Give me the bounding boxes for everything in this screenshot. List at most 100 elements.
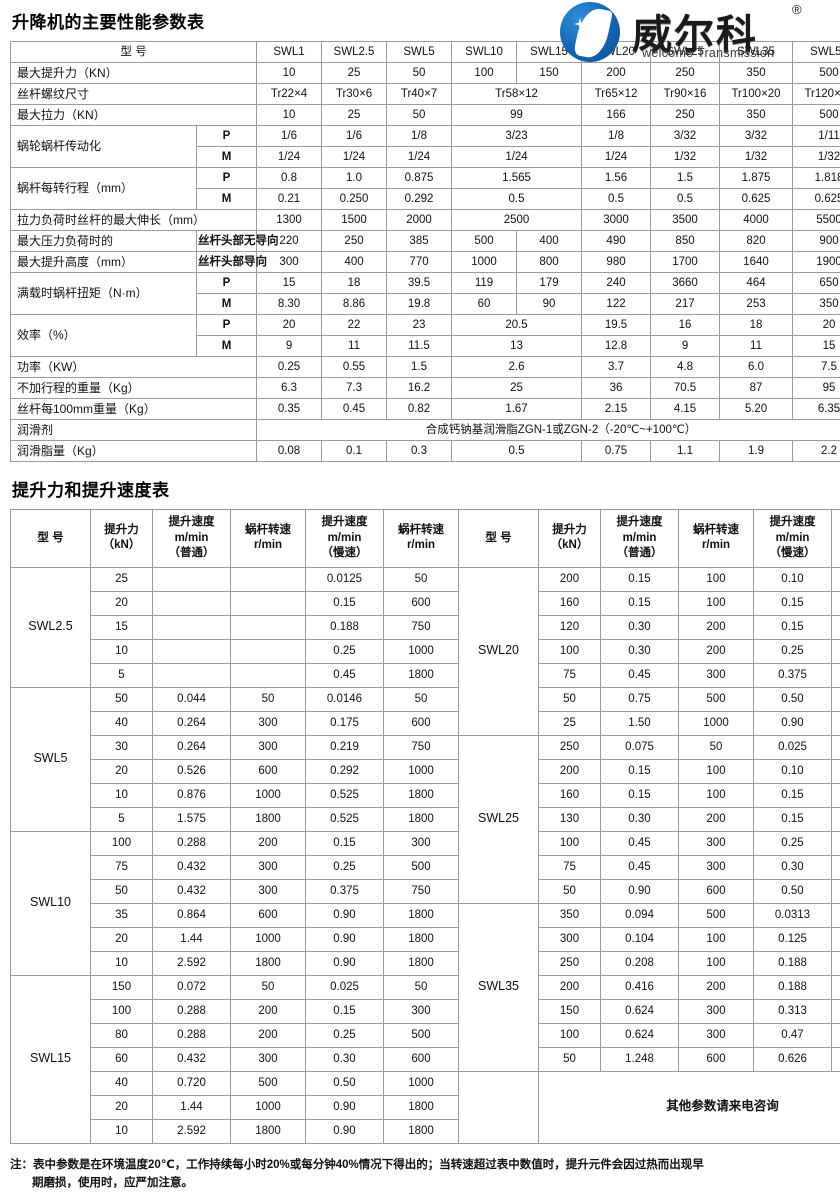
cell: 1500	[322, 210, 387, 231]
cell: 0.15	[754, 615, 832, 639]
cell: 3000	[582, 210, 651, 231]
cell: 600	[679, 879, 754, 903]
cell: 1000	[384, 759, 459, 783]
cell: 1000	[679, 711, 754, 735]
cell: 0.188	[754, 951, 832, 975]
cell: 0.15	[306, 831, 384, 855]
cell: 100	[539, 1023, 601, 1047]
cell: 10	[257, 63, 322, 84]
row-label: 效率（%）	[11, 315, 197, 357]
cell: 0.75	[582, 441, 651, 462]
cell: 0.15	[601, 783, 679, 807]
cell: 0.25	[306, 639, 384, 663]
cell: 5	[91, 807, 153, 831]
cell: 1.56	[582, 168, 651, 189]
cell: 1800	[384, 1119, 459, 1143]
cell	[231, 663, 306, 687]
cell	[153, 639, 231, 663]
cell	[153, 663, 231, 687]
cell: 250	[651, 63, 720, 84]
row-label: 最大拉力（KN）	[11, 105, 257, 126]
cell: 11.5	[387, 336, 452, 357]
row-label: 最大提升高度（mm）	[11, 252, 197, 273]
cell: 0.264	[153, 711, 231, 735]
cell: 750	[384, 615, 459, 639]
row-subheader: P	[197, 273, 257, 294]
cell: 1/32	[793, 147, 840, 168]
cell: 0.432	[153, 855, 231, 879]
cell: 300	[832, 591, 840, 615]
cell: 500	[793, 63, 840, 84]
cell: 200	[231, 831, 306, 855]
cell: 300	[539, 927, 601, 951]
row-label: 最大压力负荷时的	[11, 231, 197, 252]
cell: 130	[539, 807, 601, 831]
cell: 1/8	[387, 126, 452, 147]
cell: Tr65×12	[582, 84, 651, 105]
cell: 10	[91, 783, 153, 807]
row-subheader: P	[197, 315, 257, 336]
cell: 20.5	[452, 315, 582, 336]
cell: 2500	[452, 210, 582, 231]
cell: 100	[679, 927, 754, 951]
cell: 1/6	[257, 126, 322, 147]
cell: 2.592	[153, 1119, 231, 1143]
cell: 850	[651, 231, 720, 252]
row-subheader: P	[197, 126, 257, 147]
cell: 0.25	[257, 357, 322, 378]
cell: 35	[91, 903, 153, 927]
cell: 300	[231, 879, 306, 903]
cell: Tr100×20	[720, 84, 793, 105]
page-root: 威尔科 ® welcome Transmission 升降机的主要性能参数表 型…	[0, 0, 840, 1099]
row-label: 润滑剂	[11, 420, 257, 441]
cell: 0.15	[754, 783, 832, 807]
cell: 100	[679, 759, 754, 783]
cell: 300	[832, 783, 840, 807]
footnote-line-2: 期磨损，使用时，应严加注意。	[10, 1174, 830, 1192]
cell: 40	[91, 711, 153, 735]
cell: 350	[720, 63, 793, 84]
footnote: 注：表中参数是在环境温度20℃，工作持续每小时20%或每分钟40%情况下得出的；…	[10, 1156, 830, 1192]
cell: 253	[720, 294, 793, 315]
cell: 0.526	[153, 759, 231, 783]
cell: 0.90	[754, 711, 832, 735]
row-subheader: M	[197, 189, 257, 210]
cell: 500	[384, 855, 459, 879]
cell: 1800	[384, 951, 459, 975]
cell: 0.5	[582, 189, 651, 210]
cell: 9	[257, 336, 322, 357]
cell: 200	[539, 975, 601, 999]
cell: 119	[452, 273, 517, 294]
row-subheader: M	[197, 294, 257, 315]
row-label: 丝杆每100mm重量（Kg）	[11, 399, 257, 420]
cell: 0.188	[754, 975, 832, 999]
header-model: 型 号	[11, 510, 91, 568]
row-subheader: M	[197, 147, 257, 168]
cell: 179	[517, 273, 582, 294]
cell: 0.90	[306, 903, 384, 927]
cell: 770	[387, 252, 452, 273]
cell: 0.15	[601, 567, 679, 591]
cell: 750	[384, 879, 459, 903]
cell: 1800	[384, 927, 459, 951]
cell: 1.5	[651, 168, 720, 189]
cell: 75	[539, 663, 601, 687]
cell: 3500	[651, 210, 720, 231]
cell: 0.35	[257, 399, 322, 420]
cell: 300	[231, 855, 306, 879]
cell: 0.292	[306, 759, 384, 783]
cell: 0.25	[754, 831, 832, 855]
cell: 30	[91, 735, 153, 759]
cell: 0.30	[306, 1047, 384, 1071]
cell: 650	[793, 273, 840, 294]
cell: 1800	[231, 1119, 306, 1143]
